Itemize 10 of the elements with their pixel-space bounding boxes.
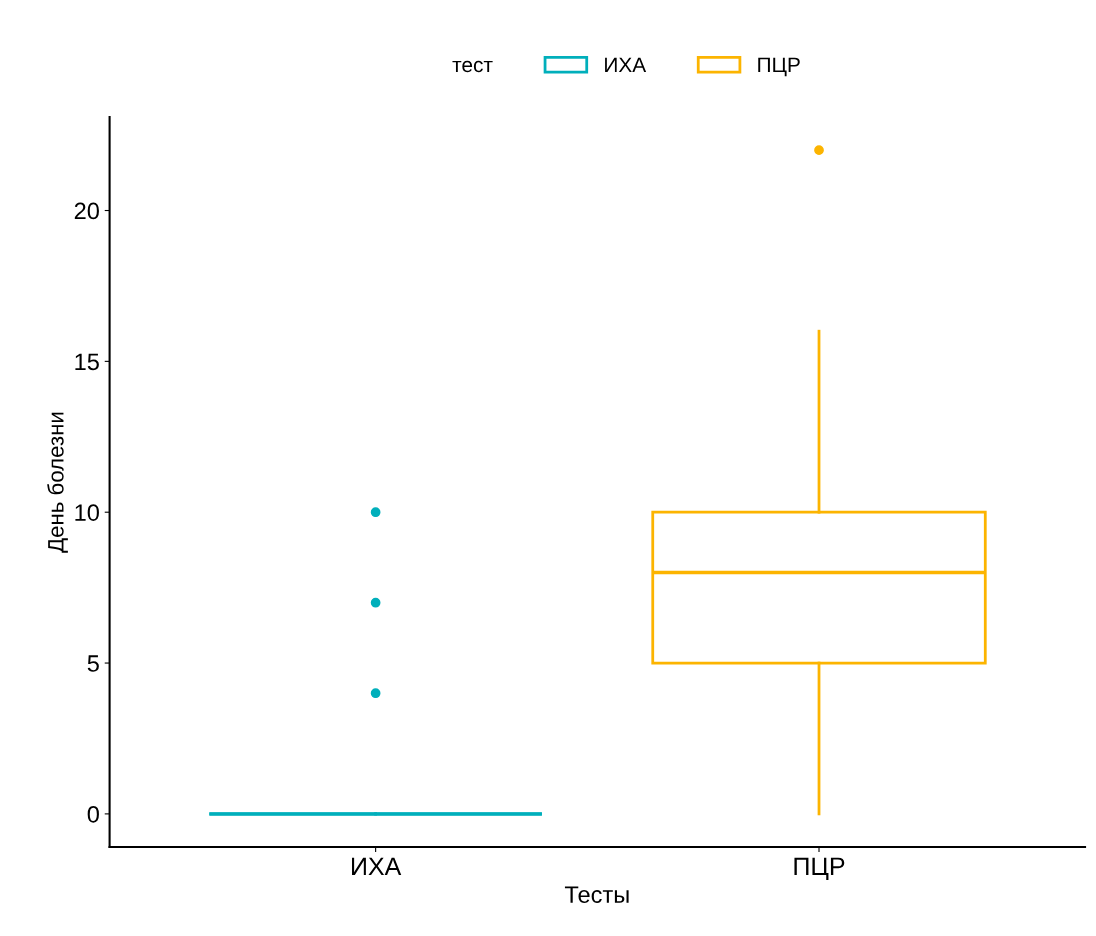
legend-label: ПЦР bbox=[758, 57, 800, 77]
legend-label: ИХА bbox=[605, 57, 647, 73]
x-axis-title: Тесты bbox=[564, 886, 629, 904]
y-tick-label: 10 bbox=[75, 504, 99, 521]
y-tick-label: 5 bbox=[87, 655, 99, 672]
legend-title: тест bbox=[452, 60, 493, 73]
y-tick-label: 20 bbox=[74, 202, 99, 220]
y-tick-label: 0 bbox=[87, 805, 99, 823]
y-tick-label: 15 bbox=[75, 353, 99, 371]
y-axis-title: День болезни bbox=[47, 412, 68, 553]
